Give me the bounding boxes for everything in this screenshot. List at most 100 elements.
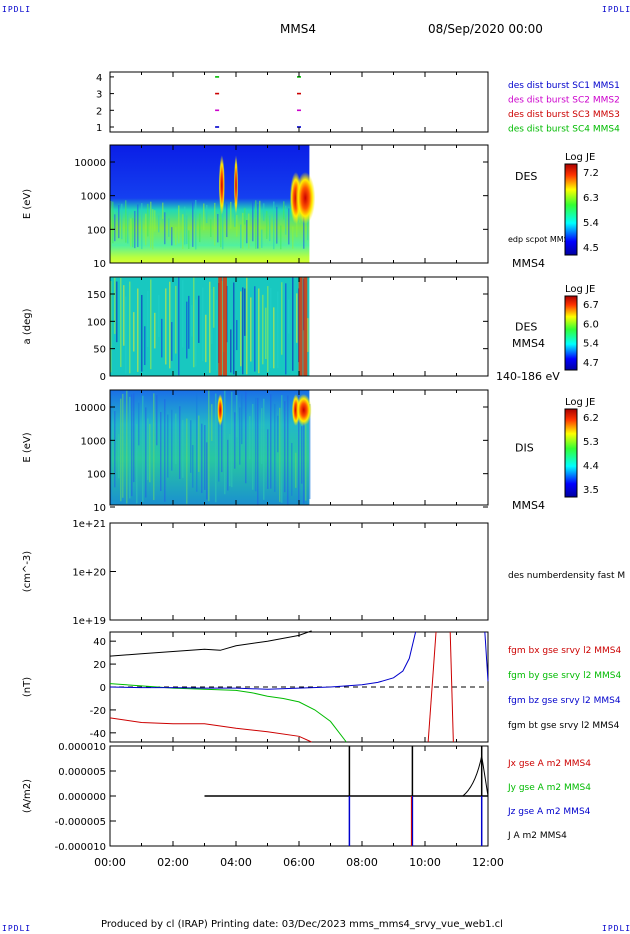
burst-mark <box>215 109 220 112</box>
spectrogram-streak <box>188 295 190 349</box>
burst-ytick-label: 1 <box>96 123 102 134</box>
spectrogram-streak <box>230 201 232 229</box>
spectrogram-streak <box>250 297 252 362</box>
spectrogram-streak <box>218 421 220 482</box>
current-ytick-label: 0.000000 <box>58 792 106 803</box>
bfield-series-line <box>109 630 312 657</box>
spectrogram-streak <box>296 293 298 343</box>
spectrogram-streak <box>246 220 248 244</box>
bfield-legend-entry: fgm by gse srvy l2 MMS4 <box>508 671 621 681</box>
spectrogram-streak <box>217 213 219 243</box>
spectrogram-streak <box>130 218 132 247</box>
spectrogram-streak <box>190 420 192 473</box>
spectrogram-streak <box>160 411 162 492</box>
spectrogram-streak <box>158 295 160 337</box>
spectrogram-streak <box>288 208 290 245</box>
spectrogram-streak <box>175 227 177 246</box>
corner-label-tl: IPDLI <box>2 5 32 14</box>
corner-label-tr: IPDLI <box>602 5 630 14</box>
burst-mark <box>215 76 220 78</box>
time-axis-label: 06:00 <box>283 856 315 869</box>
des-pitch-hot-band <box>222 277 227 376</box>
spacecraft-title: MMS4 <box>280 22 316 36</box>
current-legend-entry: Jz gse A m2 MMS4 <box>507 807 591 817</box>
des-pitch-colorbar-tick-label: 4.7 <box>583 358 599 369</box>
spectrogram-streak <box>203 203 205 231</box>
spectrogram-streak <box>252 200 254 242</box>
bfield-ylabel: (nT) <box>22 677 33 697</box>
spectrogram-streak <box>132 217 134 248</box>
spectrogram-streak <box>129 396 131 499</box>
dis-energy-colorbar <box>564 408 578 498</box>
des-energy-label: 1000 <box>81 192 106 203</box>
spectrogram-streak <box>129 281 131 374</box>
spectrogram-streak <box>195 200 197 250</box>
spectrogram-streak <box>288 299 290 334</box>
spectrogram-streak <box>145 213 147 246</box>
burst-legend-entry: des dist burst SC2 MMS2 <box>508 96 620 106</box>
current-ytick-label: 0.000005 <box>58 767 106 778</box>
density-ytick-label: 1e+20 <box>72 568 106 579</box>
spectrogram-streak <box>221 403 223 473</box>
spectrogram-streak <box>234 202 236 227</box>
spectrogram-streak <box>120 398 122 502</box>
spectrogram-streak <box>141 203 143 250</box>
corner-label-bl: IPDLI <box>2 924 32 933</box>
bfield-series-line <box>109 717 312 743</box>
spectrogram-streak <box>199 213 201 243</box>
spectrogram-streak <box>175 285 177 354</box>
spectrogram-3-bottom-label: MMS4 <box>512 499 545 512</box>
spectrogram-streak <box>269 215 271 242</box>
dis-energy-colorbar-tick-label: 5.3 <box>583 437 599 448</box>
spectrogram-streak <box>145 407 147 498</box>
spectrogram-streak <box>182 280 184 348</box>
des-pitch-label: 0 <box>100 372 106 383</box>
des-energy-hotspot <box>234 155 238 215</box>
spectrogram-streak <box>186 418 188 504</box>
des-energy-colorbar <box>564 163 578 256</box>
spectrogram-streak <box>246 277 248 375</box>
spectrogram-streak <box>120 277 122 367</box>
spectrogram-streak <box>214 202 216 246</box>
spectrogram-streak <box>184 206 186 245</box>
des-pitch-hot-band <box>298 277 303 376</box>
spectrogram-streak <box>211 288 213 344</box>
spectrogram-streak <box>292 226 294 249</box>
spectrogram-streak <box>164 399 166 502</box>
spectrogram-streak <box>150 279 152 370</box>
spectrogram-streak <box>167 414 169 478</box>
des-pitch-colorbar <box>564 295 578 371</box>
spectrogram-streak <box>222 203 224 250</box>
burst-mark <box>297 109 301 112</box>
des-pitch-colorbar-tick-label: 6.7 <box>583 300 599 311</box>
spectrogram-streak <box>283 201 285 220</box>
des-pitch-label: 100 <box>87 317 106 328</box>
spectrogram-streak <box>158 215 160 233</box>
spectrogram-2-bottom-label: 140-186 eV <box>496 370 560 383</box>
density-legend-entry: des numberdensity fast M <box>508 571 625 581</box>
spectrogram-streak <box>154 210 156 232</box>
spectrogram-streak <box>230 329 232 373</box>
spectrogram-streak <box>240 224 242 249</box>
spectrogram-streak <box>206 204 208 224</box>
bfield-legend-entry: fgm bx gse srvy l2 MMS4 <box>508 646 621 656</box>
spectrogram-streak <box>137 288 139 372</box>
spectrogram-streak <box>229 433 231 487</box>
spectrogram-streak <box>261 229 263 248</box>
current-ylabel: (A/m2) <box>22 779 33 813</box>
bfield-series-line <box>109 631 417 690</box>
spectrogram-streak <box>210 219 212 237</box>
spectrogram-streak <box>305 425 307 501</box>
spectrogram-streak <box>266 211 268 239</box>
bfield-legend-entry: fgm bt gse srvy l2 MMS4 <box>508 721 620 731</box>
des-pitch-label: 50 <box>93 345 106 356</box>
des-energy-hotspot <box>218 155 225 215</box>
spectrogram-streak <box>295 452 297 488</box>
spectrogram-streak <box>242 287 244 375</box>
spectrogram-streak <box>110 281 112 373</box>
time-axis-label: 10:00 <box>409 856 441 869</box>
spectrogram-streak <box>121 203 123 240</box>
spectrogram-streak <box>149 423 151 483</box>
spectrogram-streak <box>279 407 281 502</box>
